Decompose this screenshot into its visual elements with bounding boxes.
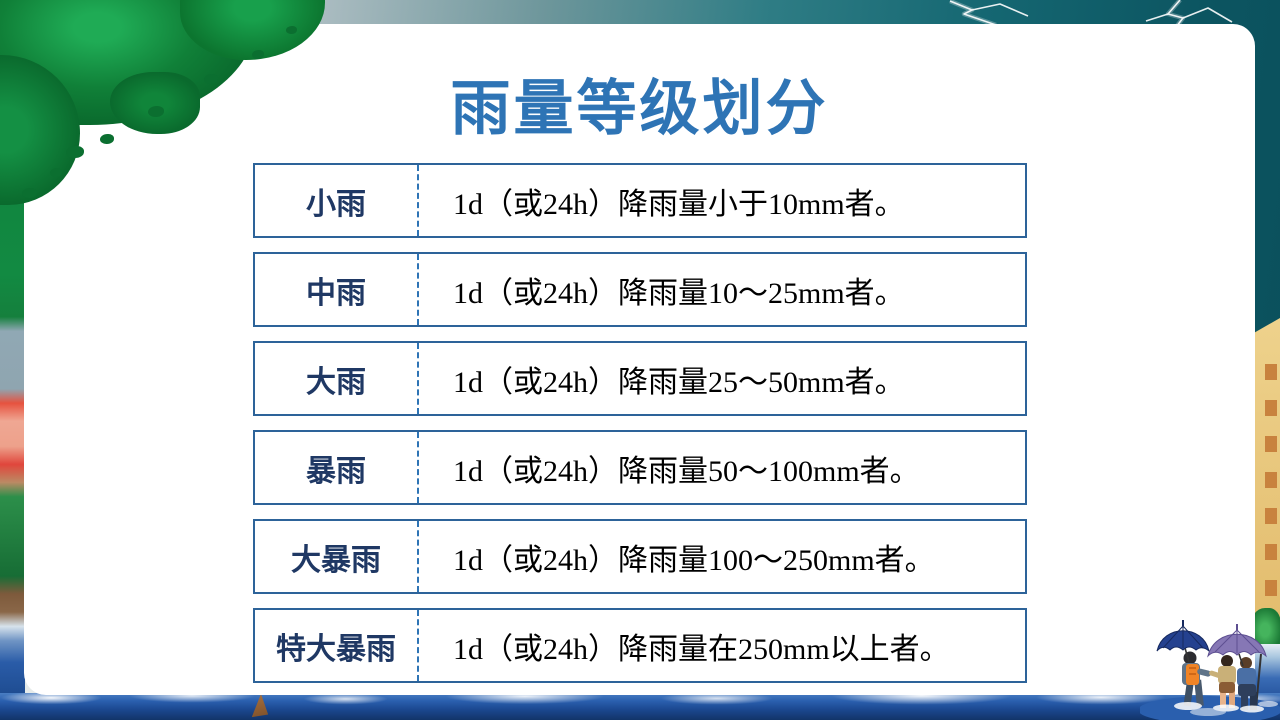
grade-label: 小雨 <box>255 165 419 236</box>
table-row: 特大暴雨 1d（或24h）降雨量在250mm以上者。 <box>253 608 1027 683</box>
rain-grade-table: 小雨 1d（或24h）降雨量小于10mm者。 中雨 1d（或24h）降雨量10～… <box>253 163 1027 683</box>
grade-description: 1d（或24h）降雨量在250mm以上者。 <box>453 632 950 666</box>
building <box>1252 318 1280 644</box>
lightning-icon <box>295 0 311 20</box>
page-title: 雨量等级划分 <box>450 75 829 142</box>
grade-label: 大暴雨 <box>255 521 419 592</box>
table-row: 中雨 1d（或24h）降雨量10～25mm者。 <box>253 252 1027 327</box>
grade-label: 特大暴雨 <box>255 610 419 681</box>
kid-middle <box>1209 655 1236 708</box>
umbrella-blue <box>1156 620 1210 663</box>
grade-label: 中雨 <box>255 254 419 325</box>
grade-label: 暴雨 <box>255 432 419 503</box>
kids-with-umbrellas <box>1140 620 1280 720</box>
flood-water <box>0 693 1280 720</box>
grade-label: 大雨 <box>255 343 419 414</box>
slide-card: 雨量等级划分 小雨 1d（或24h）降雨量小于10mm者。 中雨 1d（或24h… <box>24 24 1255 695</box>
table-row: 大雨 1d（或24h）降雨量25～50mm者。 <box>253 341 1027 416</box>
table-row: 小雨 1d（或24h）降雨量小于10mm者。 <box>253 163 1027 238</box>
table-row: 暴雨 1d（或24h）降雨量50～100mm者。 <box>253 430 1027 505</box>
foam <box>1174 701 1278 716</box>
umbrella-purple <box>1207 624 1267 667</box>
grade-description: 1d（或24h）降雨量小于10mm者。 <box>453 187 905 221</box>
lightning-icon <box>949 0 1029 26</box>
grade-description: 1d（或24h）降雨量50～100mm者。 <box>453 454 920 488</box>
table-row: 大暴雨 1d（或24h）降雨量100～250mm者。 <box>253 519 1027 594</box>
grade-description: 1d（或24h）降雨量10～25mm者。 <box>453 276 905 310</box>
left-scenery-strip <box>0 0 25 720</box>
grade-description: 1d（或24h）降雨量25～50mm者。 <box>453 365 905 399</box>
kid-right <box>1237 657 1257 710</box>
grade-description: 1d（或24h）降雨量100～250mm者。 <box>453 543 935 577</box>
